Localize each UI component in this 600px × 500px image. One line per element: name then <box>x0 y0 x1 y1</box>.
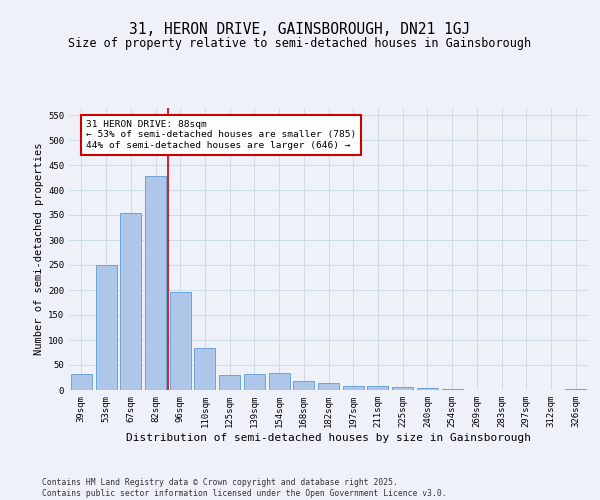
Bar <box>145 176 166 390</box>
Bar <box>120 212 141 390</box>
Text: 31 HERON DRIVE: 88sqm
← 53% of semi-detached houses are smaller (785)
44% of sem: 31 HERON DRIVE: 88sqm ← 53% of semi-deta… <box>86 120 356 150</box>
Y-axis label: Number of semi-detached properties: Number of semi-detached properties <box>34 142 44 355</box>
Bar <box>392 387 413 390</box>
Bar <box>95 265 116 390</box>
Bar <box>417 388 438 390</box>
Bar <box>244 374 265 390</box>
Bar <box>219 375 240 390</box>
X-axis label: Distribution of semi-detached houses by size in Gainsborough: Distribution of semi-detached houses by … <box>126 432 531 442</box>
Text: Size of property relative to semi-detached houses in Gainsborough: Size of property relative to semi-detach… <box>68 38 532 51</box>
Bar <box>170 292 191 390</box>
Bar <box>293 380 314 390</box>
Bar <box>71 374 92 390</box>
Text: Contains HM Land Registry data © Crown copyright and database right 2025.
Contai: Contains HM Land Registry data © Crown c… <box>42 478 446 498</box>
Bar <box>565 388 586 390</box>
Bar <box>367 386 388 390</box>
Bar <box>194 348 215 390</box>
Text: 31, HERON DRIVE, GAINSBOROUGH, DN21 1GJ: 31, HERON DRIVE, GAINSBOROUGH, DN21 1GJ <box>130 22 470 38</box>
Bar <box>269 372 290 390</box>
Bar <box>343 386 364 390</box>
Bar <box>442 389 463 390</box>
Bar <box>318 382 339 390</box>
